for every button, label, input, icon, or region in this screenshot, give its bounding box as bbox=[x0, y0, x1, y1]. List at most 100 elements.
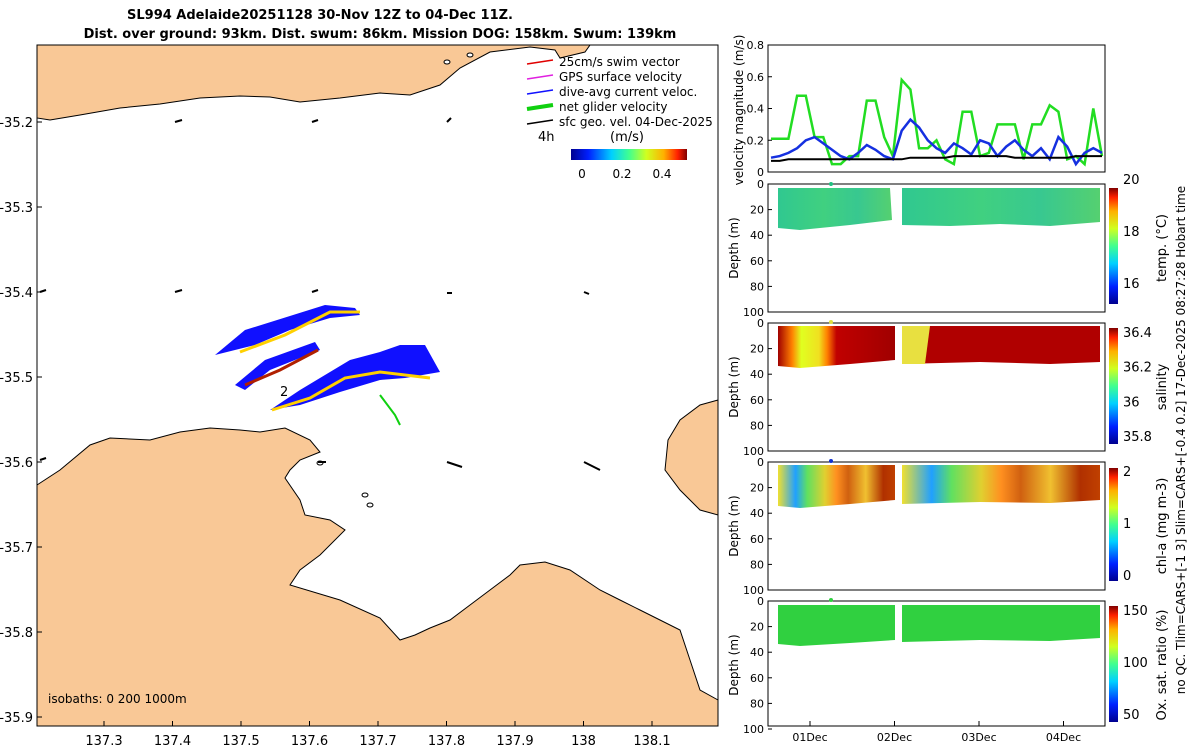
depth-tick-label: 0 bbox=[757, 178, 764, 191]
colorbar-tick-label: 50 bbox=[1123, 708, 1140, 723]
depth-panel-chla bbox=[767, 459, 1118, 591]
velocity-line bbox=[770, 117, 1103, 167]
geo-vector bbox=[174, 289, 183, 293]
lon-tick-label: 137.5 bbox=[222, 734, 259, 749]
track-segment bbox=[244, 348, 319, 387]
depth-tick-label: 40 bbox=[750, 646, 764, 659]
temp-colorbar bbox=[1109, 188, 1118, 304]
track-segment bbox=[379, 394, 401, 426]
depth-tick-label: 40 bbox=[750, 368, 764, 381]
surface-marker bbox=[829, 598, 833, 602]
lon-tick-label: 137.4 bbox=[154, 734, 191, 749]
lat-tick-label: -35.3 bbox=[0, 201, 33, 216]
depth-tick-label: 100 bbox=[743, 723, 764, 736]
velocity-ytick-label: 0.2 bbox=[747, 134, 765, 147]
map-panel: 137.3 137.4 137.5 137.6 137.7 137.8 137.9 138 13… bbox=[0, 44, 719, 749]
speed-colorbar bbox=[571, 149, 687, 160]
colorbar-label: salinity bbox=[1155, 363, 1170, 410]
geo-vector bbox=[446, 461, 463, 468]
interval-label: 4h bbox=[538, 130, 555, 145]
colorbar-tick-label: 35.8 bbox=[1123, 430, 1152, 445]
island bbox=[361, 492, 369, 498]
depth-ylabel: Depth (m) bbox=[727, 356, 741, 417]
lat-tick-label: -35.7 bbox=[0, 541, 33, 556]
colorbar-label: Ox. sat. ratio (%) bbox=[1155, 610, 1170, 721]
depth-tick-label: 20 bbox=[750, 621, 764, 634]
island bbox=[466, 52, 474, 58]
lon-tick-label: 138.1 bbox=[633, 734, 670, 749]
lat-tick-label: -35.2 bbox=[0, 116, 33, 131]
geo-vector bbox=[583, 291, 590, 295]
colorbar-tick-label: 20 bbox=[1123, 173, 1140, 188]
salinity-section bbox=[778, 326, 895, 368]
lon-tick-label: 137.7 bbox=[359, 734, 396, 749]
time-tick-label: 01Dec bbox=[792, 731, 827, 744]
track-label: 2 bbox=[280, 385, 288, 400]
legend-entry: sfc geo. vel. 04-Dec-2025 bbox=[559, 115, 713, 129]
salinity-section bbox=[902, 326, 1100, 364]
temp-section bbox=[778, 188, 892, 230]
colorbar-tick-label: 1 bbox=[1123, 517, 1131, 532]
colorbar-tick-label: 36.2 bbox=[1123, 361, 1152, 376]
depth-tick-label: 80 bbox=[750, 419, 764, 432]
time-ticks: 01Dec 02Dec 03Dec 04Dec bbox=[792, 721, 1081, 744]
geo-vector bbox=[174, 119, 183, 123]
chla-section bbox=[778, 465, 895, 508]
velocity-ylabel: velocity magnitude (m/s) bbox=[732, 35, 746, 186]
glider-track: 2 bbox=[215, 305, 440, 426]
velocity-series bbox=[770, 77, 1104, 167]
geo-vector bbox=[583, 461, 601, 471]
track-segment bbox=[215, 305, 360, 355]
colorbar-tick: 0.4 bbox=[652, 167, 671, 181]
lon-tick-label: 137.9 bbox=[496, 734, 533, 749]
figure-title-line2: Dist. over ground: 93km. Dist. swum: 86k… bbox=[83, 27, 677, 42]
time-tick-label: 02Dec bbox=[877, 731, 912, 744]
geo-velocity-vectors bbox=[39, 117, 601, 471]
colorbar-tick-label: 100 bbox=[1123, 656, 1148, 671]
lat-tick-label: -35.9 bbox=[0, 711, 33, 726]
speed-colorbar-ticks: 0 0.2 0.4 bbox=[578, 167, 671, 181]
legend-swatch bbox=[526, 74, 554, 80]
velocity-panel: 0 0.2 0.4 0.6 0.8 velocity magnitude (m/s) bbox=[732, 35, 1106, 186]
legend-swatch bbox=[526, 59, 554, 65]
legend-swatch bbox=[526, 103, 554, 111]
velocity-ytick-label: 0.6 bbox=[747, 71, 765, 84]
figure-title-line1: SL994 Adelaide20251128 30-Nov 12Z to 04-… bbox=[127, 8, 513, 23]
island bbox=[366, 502, 374, 508]
lat-tick-label: -35.6 bbox=[0, 456, 33, 471]
colorbar-label: chl-a (mg m-3) bbox=[1155, 478, 1170, 575]
salinity-section bbox=[902, 326, 930, 364]
depth-tick-label: 80 bbox=[750, 558, 764, 571]
depth-tick-label: 100 bbox=[743, 306, 764, 319]
geo-vector bbox=[311, 289, 319, 293]
colorbar-tick: 0.2 bbox=[612, 167, 631, 181]
depth-tick-label: 60 bbox=[750, 672, 764, 685]
depth-tick-label: 100 bbox=[743, 584, 764, 597]
legend-swatch bbox=[526, 89, 554, 95]
geo-vector bbox=[311, 119, 319, 123]
colorbar-tick-label: 2 bbox=[1123, 465, 1131, 480]
time-tick-label: 04Dec bbox=[1046, 731, 1081, 744]
land-polygon bbox=[36, 44, 591, 121]
track-segment bbox=[235, 342, 320, 390]
legend-entry: 25cm/s swim vector bbox=[559, 55, 680, 69]
legend-swatch bbox=[526, 119, 554, 125]
lat-tick-label: -35.4 bbox=[0, 286, 33, 301]
land-areas bbox=[36, 44, 719, 727]
depth-tick-label: 60 bbox=[750, 255, 764, 268]
depth-panel-oxygen bbox=[767, 598, 1118, 727]
depth-ylabel: Depth (m) bbox=[727, 495, 741, 556]
depth-tick-label: 0 bbox=[757, 317, 764, 330]
lon-tick-label: 137.8 bbox=[428, 734, 465, 749]
velocity-line bbox=[771, 155, 1102, 162]
map-ticks: 137.3 137.4 137.5 137.6 137.7 137.8 137.9 138 13… bbox=[0, 116, 671, 749]
depth-panel-salinity bbox=[767, 320, 1118, 452]
depth-tick-label: 60 bbox=[750, 394, 764, 407]
depth-tick-label: 0 bbox=[757, 456, 764, 469]
isobaths-label: isobaths: 0 200 1000m bbox=[48, 692, 187, 706]
time-tick-label: 03Dec bbox=[961, 731, 996, 744]
surface-marker bbox=[829, 182, 833, 186]
